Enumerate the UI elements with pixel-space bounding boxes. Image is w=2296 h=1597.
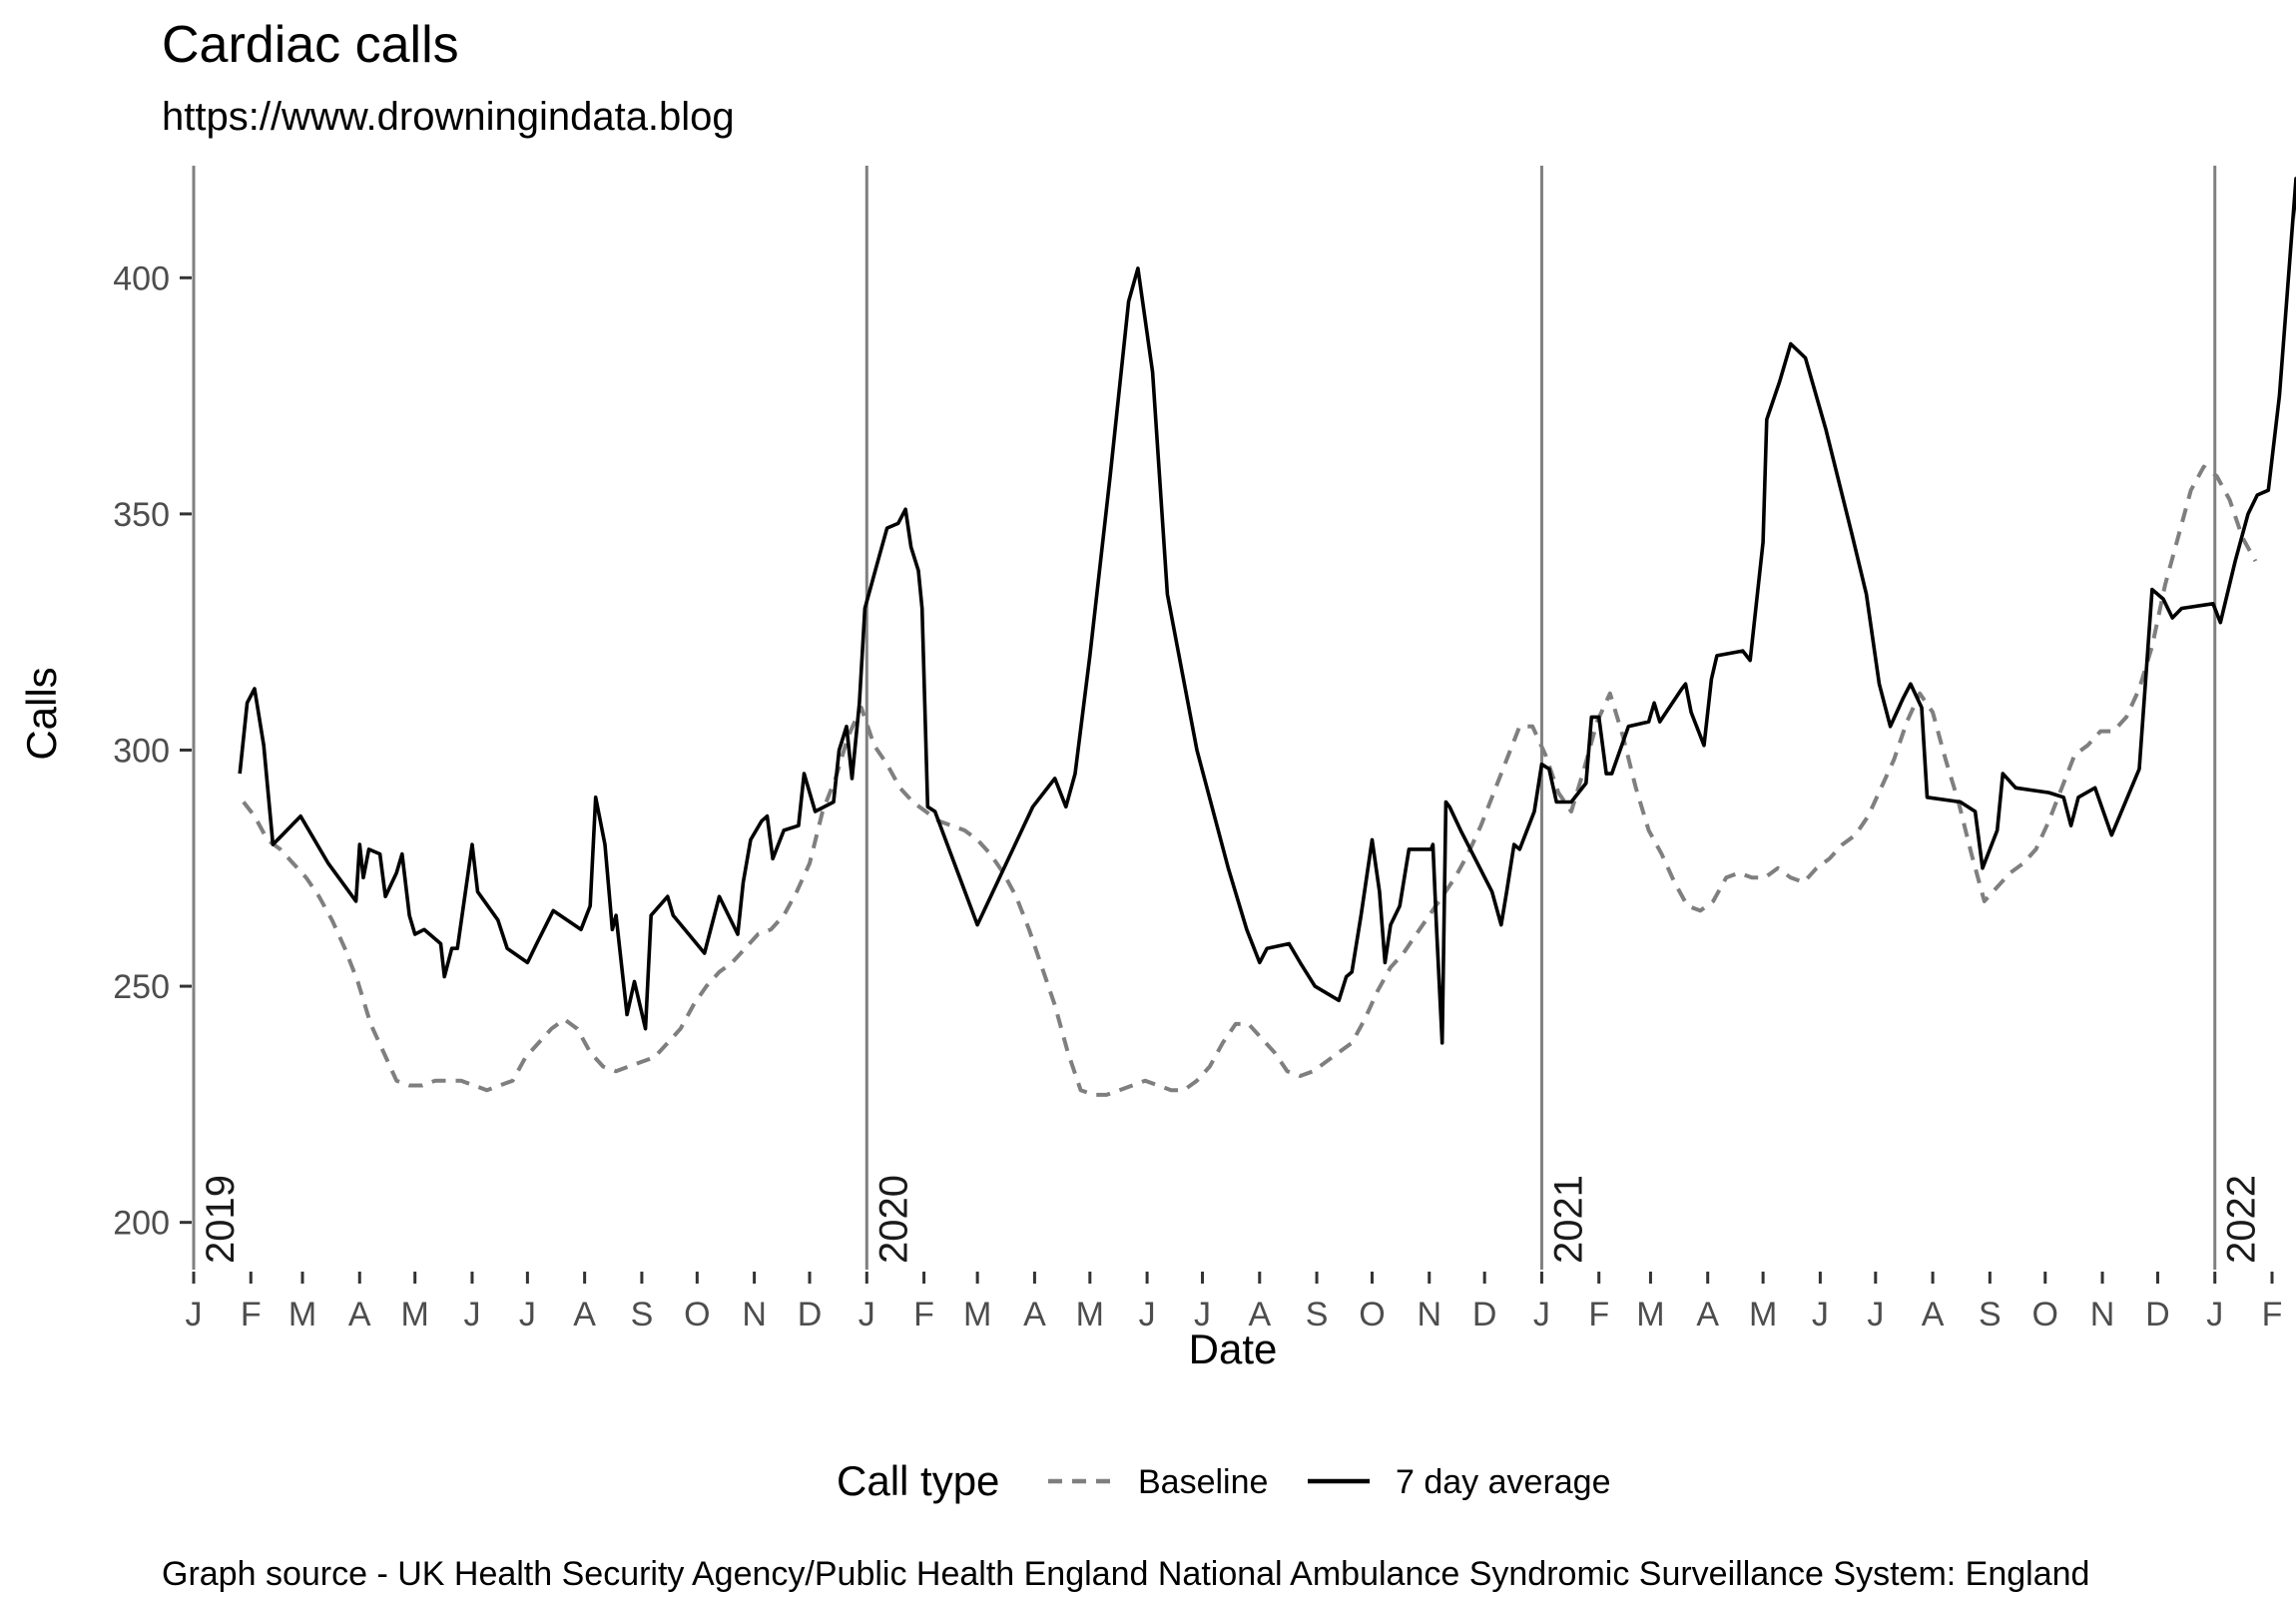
- x-tick-label: N: [2090, 1296, 2115, 1333]
- x-tick-label: J: [1533, 1296, 1550, 1333]
- x-tick-label: O: [1359, 1296, 1385, 1333]
- x-tick-label: J: [2206, 1296, 2223, 1333]
- x-tick-label: O: [684, 1296, 710, 1333]
- chart-caption: Graph source - UK Health Security Agency…: [162, 1555, 2089, 1593]
- x-tick-label: M: [1076, 1296, 1104, 1333]
- x-tick-label: M: [963, 1296, 991, 1333]
- chart-subtitle: https://www.drowningindata.blog: [162, 95, 735, 139]
- legend: Call type Baseline 7 day average: [837, 1457, 1611, 1504]
- x-tick-label: J: [1812, 1296, 1829, 1333]
- legend-title: Call type: [837, 1457, 999, 1504]
- y-tick-label: 350: [113, 496, 170, 534]
- x-tick-label: S: [631, 1296, 654, 1333]
- x-tick-label: J: [186, 1296, 203, 1333]
- x-tick-label: A: [1248, 1296, 1271, 1333]
- y-tick-label: 250: [113, 968, 170, 1006]
- y-axis-title: Calls: [18, 667, 65, 760]
- x-tick-label: F: [2262, 1296, 2283, 1333]
- y-tick-label: 200: [113, 1205, 170, 1243]
- x-tick-label: A: [1922, 1296, 1945, 1333]
- x-tick-label: S: [1979, 1296, 2002, 1333]
- legend-7-day-average-label: 7 day average: [1396, 1463, 1611, 1501]
- y-axis: 200 250 300 350 400: [113, 260, 192, 1243]
- year-label-2022: 2022: [2220, 1175, 2264, 1264]
- legend-baseline-label: Baseline: [1138, 1463, 1268, 1501]
- x-tick-label: A: [1696, 1296, 1719, 1333]
- x-tick-label: M: [1749, 1296, 1777, 1333]
- x-tick-label: D: [2145, 1296, 2170, 1333]
- x-tick-label: F: [241, 1296, 262, 1333]
- x-tick-label: A: [348, 1296, 371, 1333]
- x-tick-label: N: [742, 1296, 767, 1333]
- x-tick-label: J: [859, 1296, 875, 1333]
- x-tick-label: F: [913, 1296, 934, 1333]
- x-tick-label: J: [463, 1296, 480, 1333]
- x-tick-label: A: [1023, 1296, 1046, 1333]
- x-tick-label: J: [1867, 1296, 1884, 1333]
- year-label-2019: 2019: [199, 1175, 243, 1264]
- y-tick-label: 300: [113, 732, 170, 770]
- x-tick-label: D: [1472, 1296, 1497, 1333]
- x-tick-label: N: [1417, 1296, 1441, 1333]
- year-label-2021: 2021: [1546, 1175, 1590, 1264]
- x-tick-label: S: [1306, 1296, 1329, 1333]
- x-tick-label: D: [798, 1296, 823, 1333]
- series-line-7-day-average: [238, 177, 2296, 1045]
- x-tick-label: J: [1194, 1296, 1211, 1333]
- series-layer: [238, 177, 2296, 1097]
- x-tick-label: M: [288, 1296, 316, 1333]
- x-tick-label: O: [2032, 1296, 2058, 1333]
- chart-title: Cardiac calls: [162, 16, 459, 74]
- year-label-2020: 2020: [871, 1175, 915, 1264]
- x-tick-label: M: [401, 1296, 429, 1333]
- x-tick-label: F: [1588, 1296, 1609, 1333]
- x-tick-label: A: [573, 1296, 596, 1333]
- x-tick-label: J: [519, 1296, 536, 1333]
- year-lines: 2019 2020 2021 2022: [192, 166, 2264, 1270]
- x-tick-label: M: [1636, 1296, 1664, 1333]
- y-tick-label: 400: [113, 260, 170, 297]
- x-tick-label: J: [1139, 1296, 1156, 1333]
- x-axis-title: Date: [1189, 1326, 1278, 1372]
- series-line-baseline: [242, 464, 2258, 1097]
